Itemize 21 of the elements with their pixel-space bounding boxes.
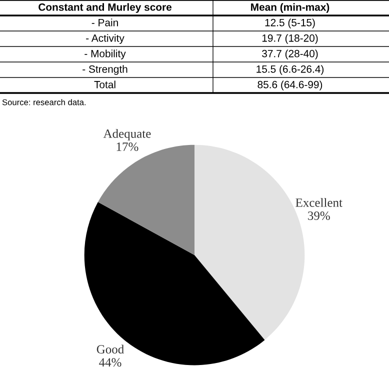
- text: Constant and Murley score: [38, 3, 172, 13]
- slice-label: Good: [96, 344, 124, 354]
- source-note: Source: research data.: [2, 99, 86, 106]
- data-label: 44%: [99, 358, 122, 367]
- data-label: 39%: [308, 212, 330, 220]
- text: - Pain: [92, 18, 118, 26]
- text: 85.6 (64.6-99): [258, 80, 322, 90]
- data-label: 17%: [116, 142, 138, 151]
- text: 37.7 (28-40): [262, 50, 318, 60]
- text: - Activity: [86, 34, 124, 44]
- slice-label: Excellent: [296, 198, 342, 207]
- text: - Mobility: [84, 50, 126, 60]
- text: Total: [94, 80, 116, 88]
- pie-slice: [98, 144, 194, 256]
- text: - Strength: [82, 65, 128, 75]
- pie-slice: [84, 202, 265, 366]
- text: Mean (min-max): [251, 3, 330, 13]
- text: 12.5 (5-15): [265, 18, 315, 28]
- text: 15.5 (6.6-26.4): [256, 65, 324, 75]
- text: 19.7 (18-20): [262, 34, 318, 44]
- slice-label: Adequate: [103, 129, 151, 140]
